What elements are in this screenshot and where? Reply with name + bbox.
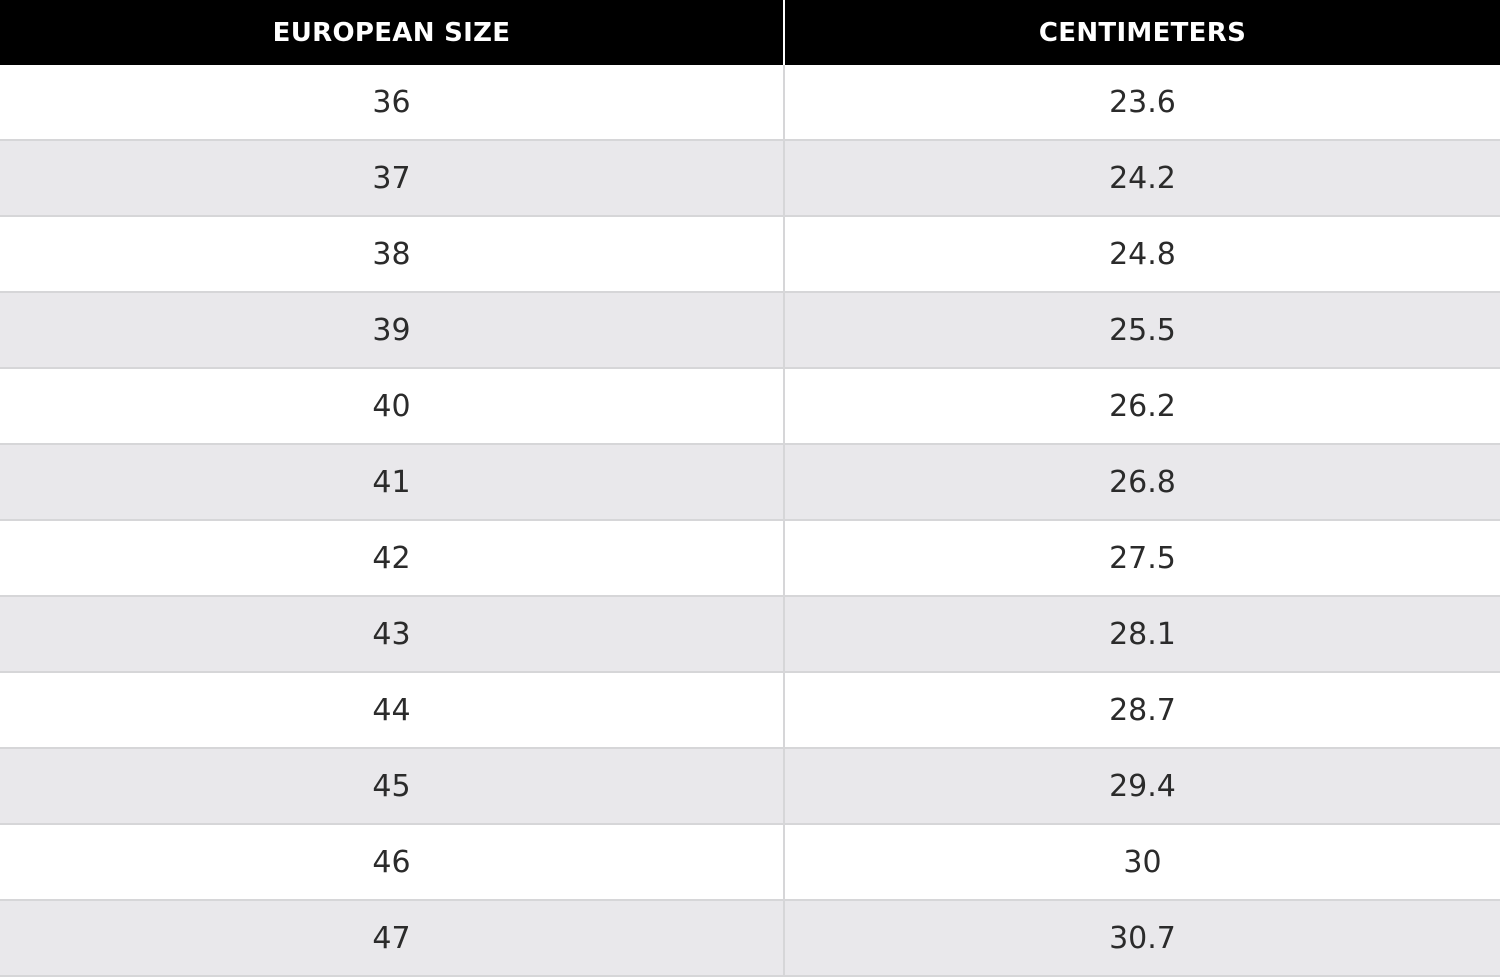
table-cell: 45: [0, 749, 785, 823]
table-cell: 39: [0, 293, 785, 367]
header-row: EUROPEAN SIZE CENTIMETERS: [0, 0, 1500, 65]
table-cell: 30.7: [1109, 920, 1176, 956]
table-cell: 26.2: [1109, 388, 1176, 424]
table-row: 39 25.5: [0, 293, 1500, 369]
table-cell: 30: [1123, 844, 1162, 880]
table-cell: 26.8: [1109, 464, 1176, 500]
table-cell: 27.5: [1109, 540, 1176, 576]
table-row: 44 28.7: [0, 673, 1500, 749]
table-cell: 36: [0, 65, 785, 139]
table-cell: 40: [0, 369, 785, 443]
table-cell: 46: [0, 825, 785, 899]
table-cell: 43: [0, 597, 785, 671]
table-row: 43 28.1: [0, 597, 1500, 673]
table-row: 37 24.2: [0, 141, 1500, 217]
table-cell: 24.8: [1109, 236, 1176, 272]
table-cell: 25.5: [1109, 312, 1176, 348]
table-cell: 47: [0, 901, 785, 975]
table-row: 45 29.4: [0, 749, 1500, 825]
table-cell: 44: [0, 673, 785, 747]
table-cell: 29.4: [1109, 768, 1176, 804]
table-row: 47 30.7: [0, 901, 1500, 977]
table-cell: 23.6: [1109, 84, 1176, 120]
header-cell: EUROPEAN SIZE: [0, 0, 785, 65]
table-cell: 28.7: [1109, 692, 1176, 728]
table-row: 42 27.5: [0, 521, 1500, 597]
table-cell: 38: [0, 217, 785, 291]
header-cell: CENTIMETERS: [1038, 17, 1247, 48]
table-cell: 37: [0, 141, 785, 215]
table-row: 41 26.8: [0, 445, 1500, 521]
table-cell: 42: [0, 521, 785, 595]
table-row: 40 26.2: [0, 369, 1500, 445]
table-row: 38 24.8: [0, 217, 1500, 293]
table-row: 46 30: [0, 825, 1500, 901]
table-cell: 24.2: [1109, 160, 1176, 196]
table-cell: 41: [0, 445, 785, 519]
table-cell: 28.1: [1109, 616, 1176, 652]
table-row: 36 23.6: [0, 65, 1500, 141]
